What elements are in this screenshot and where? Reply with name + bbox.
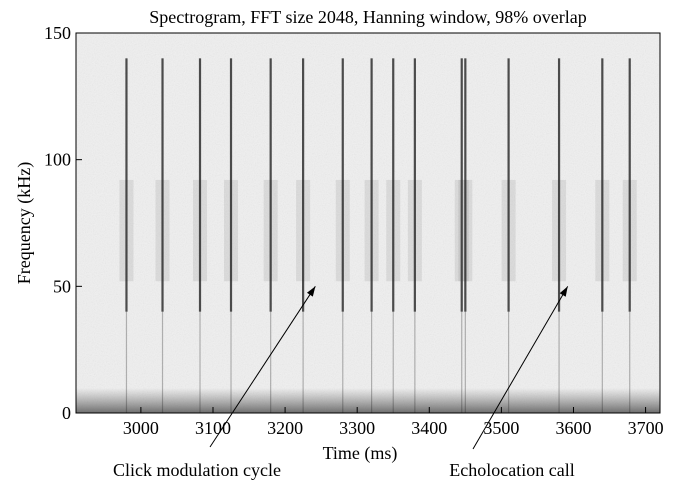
x-axis: 3000 3100 3200 3300 3400 3500 3600 3700 — [123, 407, 664, 438]
click-series — [119, 58, 637, 413]
y-tick-label: 100 — [44, 150, 71, 170]
annotation: Click modulation cycle — [113, 286, 316, 480]
click-mark — [386, 58, 401, 413]
y-tick-label: 0 — [62, 403, 71, 423]
annotations: Click modulation cycle Echolocation call — [113, 286, 575, 480]
click-mark — [458, 58, 473, 413]
click-mark — [552, 58, 567, 413]
click-mark — [263, 58, 278, 413]
annotation: Echolocation call — [449, 286, 575, 480]
click-mark — [155, 58, 170, 413]
click-mark — [622, 58, 637, 413]
x-tick-label: 3700 — [628, 418, 664, 438]
click-mark — [224, 58, 239, 413]
x-tick-label: 3200 — [267, 418, 303, 438]
x-tick-label: 3300 — [339, 418, 375, 438]
y-axis: 0 50 100 150 — [44, 23, 82, 423]
annotation-arrowhead — [306, 286, 316, 297]
annotation-label: Click modulation cycle — [113, 460, 281, 480]
plot-area — [75, 32, 661, 414]
y-tick-label: 150 — [44, 23, 71, 43]
click-mark — [119, 58, 134, 413]
annotation-label: Echolocation call — [449, 460, 574, 480]
x-tick-label: 3000 — [123, 418, 159, 438]
x-axis-label: Time (ms) — [323, 443, 398, 464]
click-mark — [595, 58, 610, 413]
low-frequency-band — [76, 388, 660, 413]
annotation-arrowhead — [559, 286, 568, 297]
click-mark — [501, 58, 516, 413]
y-axis-label: Frequency (kHz) — [14, 162, 35, 284]
x-tick-label: 3400 — [411, 418, 447, 438]
click-mark — [364, 58, 379, 413]
annotation-arrow — [472, 286, 569, 450]
click-mark — [335, 58, 350, 413]
y-tick-label: 50 — [53, 276, 71, 296]
x-tick-label: 3100 — [195, 418, 231, 438]
plot-frame — [75, 32, 661, 414]
x-tick-label: 3600 — [555, 418, 591, 438]
click-mark — [296, 58, 311, 413]
chart-title: Spectrogram, FFT size 2048, Hanning wind… — [149, 7, 586, 27]
x-tick-label: 3500 — [483, 418, 519, 438]
click-mark — [193, 58, 208, 413]
plot-noise — [76, 33, 660, 413]
annotation-arrow — [209, 286, 316, 448]
click-mark — [407, 58, 422, 413]
